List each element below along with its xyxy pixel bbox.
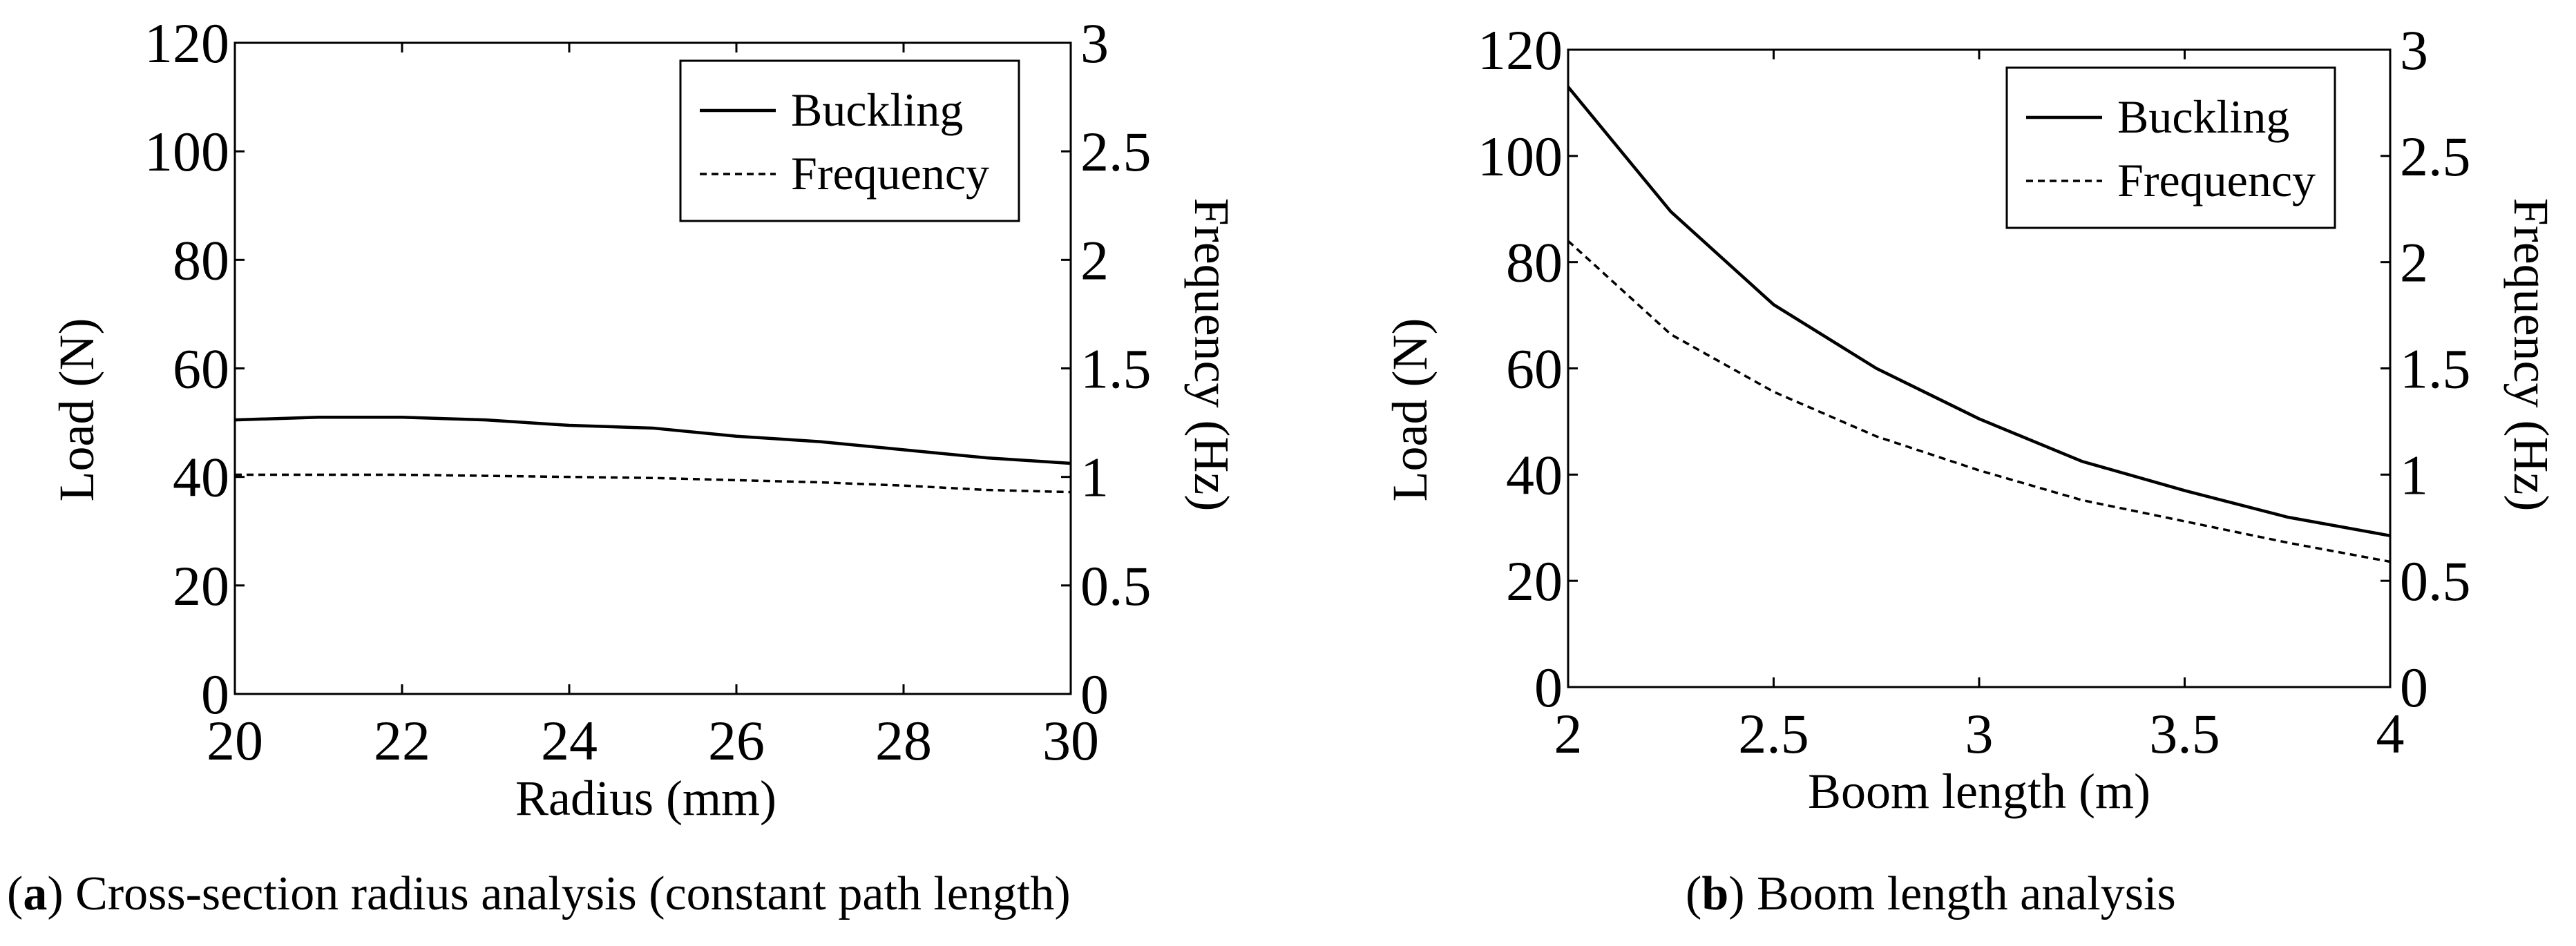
y-tick-label: 60 <box>1506 338 1563 400</box>
y-tick-label: 0 <box>201 663 229 726</box>
x-axis-label: Radius (mm) <box>515 771 776 826</box>
y2-tick-label: 3 <box>1080 12 1109 75</box>
y2-tick-label: 2.5 <box>1080 120 1152 183</box>
chart-a: 20 22 24 26 28 3002040608010012000.511.522.53… <box>49 12 1239 826</box>
legend-label-buckling: Buckling <box>2117 90 2289 143</box>
caption-b: (b) Boom length analysis <box>1686 867 2176 920</box>
y-tick-label: 100 <box>1478 125 1563 188</box>
y-tick-label: 20 <box>173 554 229 617</box>
y2-tick-label: 2 <box>2400 231 2428 294</box>
y2-tick-label: 3 <box>2400 19 2428 81</box>
x-tick-label: 28 <box>875 709 932 772</box>
x-axis-label: Boom length (m) <box>1808 764 2150 819</box>
x-tick-label: 2.5 <box>1738 702 1809 765</box>
y2-tick-label: 1.5 <box>1080 338 1152 400</box>
chart-b: 2 2.5 3 3.5 402040608010012000.511.522.53Boo… <box>1382 19 2559 819</box>
x-tick-label: 22 <box>374 709 430 772</box>
y2-tick-label: 2.5 <box>2400 125 2471 188</box>
caption-a: (a) Cross-section radius analysis (const… <box>7 867 1071 920</box>
legend-box <box>2005 66 2336 229</box>
y2-tick-label: 1 <box>1080 446 1109 509</box>
legend: Buckling Frequency <box>679 59 1020 222</box>
x-tick-label: 4 <box>2376 702 2405 765</box>
y2-tick-label: 1.5 <box>2400 338 2471 400</box>
caption-a-text: Cross-section radius analysis (constant … <box>75 867 1071 920</box>
y2-tick-label: 1 <box>2400 443 2428 506</box>
y-tick-label: 40 <box>173 446 229 509</box>
y-axis-label: Load (N) <box>49 318 104 502</box>
x-tick-label: 30 <box>1042 709 1099 772</box>
y-tick-label: 40 <box>1506 443 1563 506</box>
x-tick-label: 26 <box>708 709 765 772</box>
y2-tick-label: 0.5 <box>1080 554 1152 617</box>
legend-box <box>679 59 1020 222</box>
x-tick-label: 20 <box>207 709 263 772</box>
series-line-frequency <box>1567 240 2391 563</box>
y-tick-label: 20 <box>1506 550 1563 612</box>
y2-axis-label: Frequency (Hz) <box>1184 198 1239 512</box>
legend-label-frequency: Frequency <box>2117 154 2316 206</box>
x-tick-label: 24 <box>541 709 598 772</box>
x-tick-label: 3 <box>1965 702 1994 765</box>
y-axis-label: Load (N) <box>1382 318 1438 502</box>
x-tick-label: 2 <box>1554 702 1583 765</box>
y2-tick-label: 0 <box>2400 656 2428 719</box>
caption-b-label: b <box>1701 867 1729 920</box>
y-tick-label: 80 <box>1506 231 1563 294</box>
legend: Buckling Frequency <box>2005 66 2336 229</box>
y2-axis-label: Frequency (Hz) <box>2503 198 2559 512</box>
series-line-frequency <box>235 473 1071 494</box>
y-tick-label: 0 <box>1534 656 1563 719</box>
legend-label-buckling: Buckling <box>791 84 963 136</box>
y-tick-label: 120 <box>1478 19 1563 81</box>
x-tick-label: 3.5 <box>2149 702 2220 765</box>
caption-b-text: Boom length analysis <box>1757 867 2176 920</box>
y2-tick-label: 0 <box>1080 663 1109 726</box>
y2-tick-label: 2 <box>1080 229 1109 291</box>
series-line-buckling <box>1567 86 2391 538</box>
caption-a-label: a <box>23 867 48 920</box>
y-tick-label: 120 <box>144 12 229 75</box>
y-tick-label: 100 <box>144 120 229 183</box>
y-tick-label: 60 <box>173 338 229 400</box>
legend-label-frequency: Frequency <box>791 147 989 200</box>
y2-tick-label: 0.5 <box>2400 550 2471 612</box>
y-tick-label: 80 <box>173 229 229 291</box>
series-line-buckling <box>234 415 1071 465</box>
